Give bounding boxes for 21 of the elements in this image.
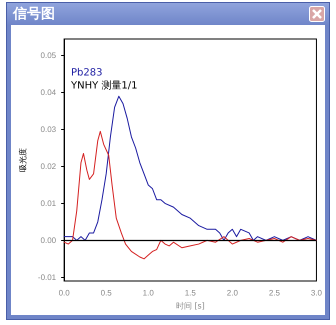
x-tick-label: 2.0 [226,288,238,298]
y-tick-label: 0.04 [40,88,57,98]
x-tick-label: 0.0 [58,288,70,298]
y-tick-label: -0.01 [38,272,57,282]
x-tick-label: 3.0 [310,288,323,298]
x-tick-label: 2.5 [268,288,280,298]
x-axis-title: 时间 [s] [176,301,205,310]
x-tick-label: 0.5 [100,288,112,298]
chart-title: 信号图 [13,5,55,23]
y-tick-label: 0.01 [40,198,57,208]
y-tick-label: 0.03 [40,125,57,134]
y-tick-label: 0.05 [40,51,57,60]
annotation: YNHY 测量1/1 [70,80,138,92]
text: Pb283 [71,68,102,78]
line-series [64,130,317,260]
line-series [64,96,317,241]
y-tick-label: 0.02 [40,162,57,171]
y-axis-title: 吸光度 [18,148,28,172]
y-tick-label: 0.00 [40,236,57,245]
x-tick-label: 1.5 [184,288,196,298]
x-tick-label: 1.0 [142,288,154,298]
